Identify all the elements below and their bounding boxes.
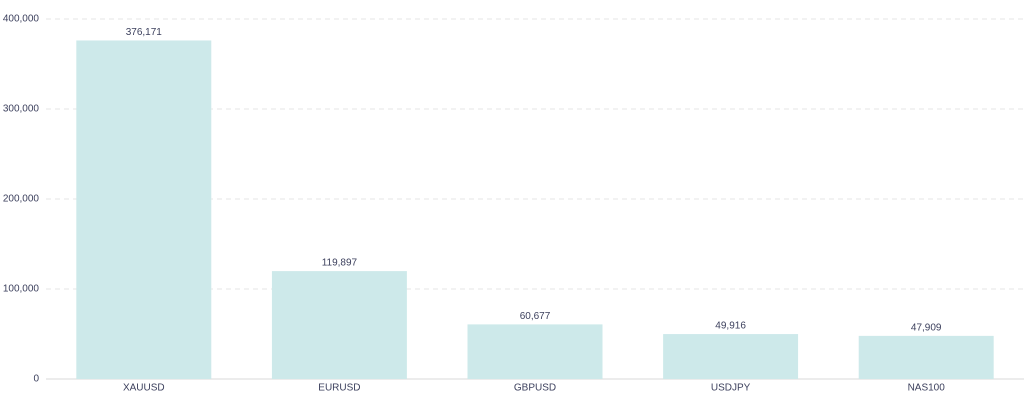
x-tick-label: EURUSD — [318, 383, 360, 394]
bar — [467, 324, 603, 379]
bar — [271, 271, 407, 379]
y-tick-label: 100,000 — [3, 284, 40, 295]
value-label: 60,677 — [520, 311, 551, 322]
bar — [76, 40, 212, 379]
bar — [663, 334, 799, 379]
y-tick-label: 300,000 — [3, 104, 40, 115]
value-label: 49,916 — [715, 321, 746, 332]
x-tick-label: NAS100 — [908, 383, 946, 394]
x-tick-label: GBPUSD — [514, 383, 556, 394]
value-label: 119,897 — [322, 258, 358, 269]
bar — [858, 335, 994, 379]
y-tick-label: 200,000 — [3, 194, 40, 205]
x-tick-label: XAUUSD — [123, 383, 165, 394]
x-tick-label: USDJPY — [711, 383, 751, 394]
y-tick-label: 400,000 — [3, 14, 40, 25]
value-label: 376,171 — [126, 27, 163, 38]
y-tick-label: 0 — [33, 374, 39, 385]
value-label: 47,909 — [911, 323, 942, 334]
